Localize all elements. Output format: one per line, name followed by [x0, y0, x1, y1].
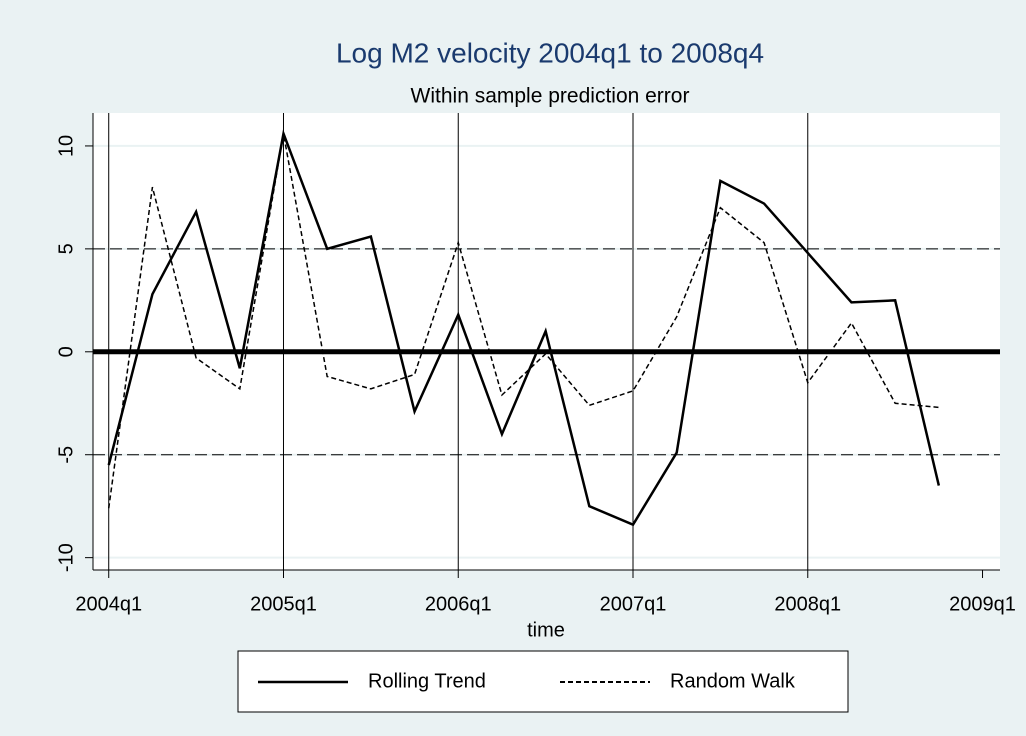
x-tick-label: 2004q1: [75, 593, 142, 615]
x-tick-label: 2005q1: [250, 593, 317, 615]
x-tick-label: 2008q1: [774, 593, 841, 615]
y-tick-label: 5: [55, 243, 77, 254]
plot-area: [93, 113, 1000, 570]
x-axis-label: time: [527, 619, 565, 641]
chart-subtitle: Within sample prediction error: [411, 85, 690, 108]
x-tick-label: 2007q1: [600, 593, 667, 615]
y-tick-label: 10: [55, 135, 77, 157]
y-tick-label: -5: [55, 446, 77, 464]
y-tick-label: -10: [55, 543, 77, 572]
legend-label: Random Walk: [670, 670, 796, 692]
chart-title: Log M2 velocity 2004q1 to 2008q4: [336, 37, 764, 68]
legend-label: Rolling Trend: [368, 670, 486, 692]
x-tick-label: 2009q1: [949, 593, 1016, 615]
x-tick-label: 2006q1: [425, 593, 492, 615]
data-line: [107, 133, 939, 509]
y-tick-label: 0: [55, 346, 77, 357]
data-line: [107, 128, 941, 527]
